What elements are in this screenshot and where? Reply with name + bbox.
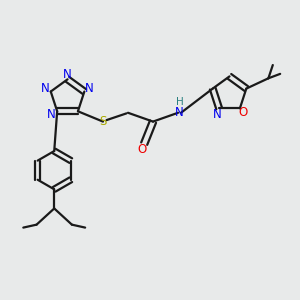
Text: O: O bbox=[239, 106, 248, 119]
Text: N: N bbox=[63, 68, 72, 80]
Text: S: S bbox=[99, 115, 107, 128]
Text: N: N bbox=[175, 106, 184, 119]
Text: N: N bbox=[40, 82, 49, 95]
Text: N: N bbox=[213, 108, 222, 121]
Text: N: N bbox=[47, 108, 56, 121]
Text: O: O bbox=[137, 143, 146, 156]
Text: N: N bbox=[85, 82, 94, 95]
Text: H: H bbox=[176, 98, 183, 107]
